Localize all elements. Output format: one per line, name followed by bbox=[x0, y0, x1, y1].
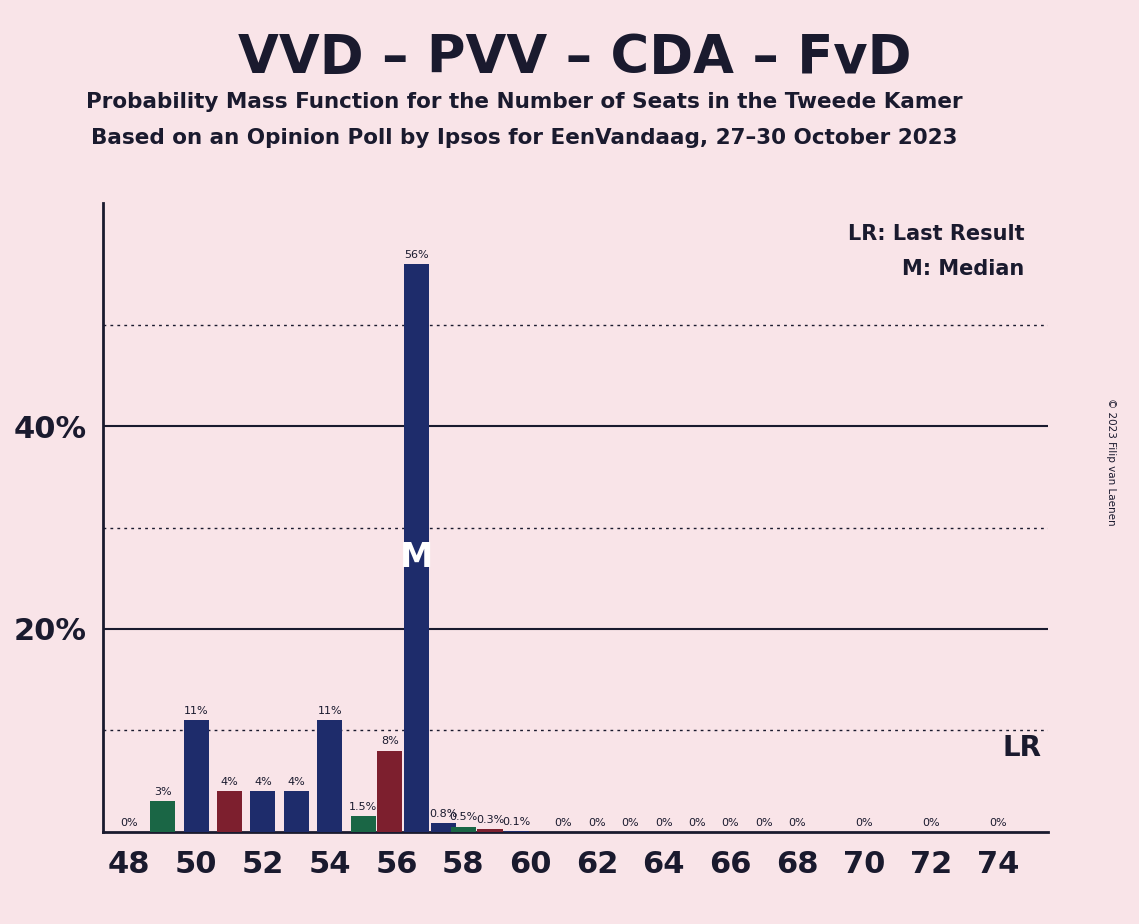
Bar bbox=[251, 791, 276, 832]
Bar bbox=[377, 750, 402, 832]
Text: 3%: 3% bbox=[154, 787, 172, 797]
Text: 0%: 0% bbox=[555, 818, 572, 828]
Text: 4%: 4% bbox=[287, 777, 305, 787]
Text: 1.5%: 1.5% bbox=[349, 802, 377, 812]
Text: 0%: 0% bbox=[588, 818, 606, 828]
Text: 0%: 0% bbox=[655, 818, 672, 828]
Text: 8%: 8% bbox=[380, 736, 399, 747]
Bar bbox=[150, 801, 175, 832]
Text: 0%: 0% bbox=[722, 818, 739, 828]
Text: 0%: 0% bbox=[989, 818, 1007, 828]
Text: 0%: 0% bbox=[688, 818, 706, 828]
Bar bbox=[183, 720, 208, 832]
Bar bbox=[431, 823, 456, 832]
Text: M: Median: M: Median bbox=[902, 259, 1024, 279]
Text: Based on an Opinion Poll by Ipsos for EenVandaag, 27–30 October 2023: Based on an Opinion Poll by Ipsos for Ee… bbox=[91, 128, 957, 148]
Text: Probability Mass Function for the Number of Seats in the Tweede Kamer: Probability Mass Function for the Number… bbox=[85, 92, 962, 113]
Text: 0%: 0% bbox=[788, 818, 806, 828]
Bar bbox=[505, 831, 530, 832]
Text: 0%: 0% bbox=[923, 818, 940, 828]
Text: LR: LR bbox=[1002, 735, 1041, 762]
Text: M: M bbox=[400, 541, 433, 575]
Text: 11%: 11% bbox=[183, 706, 208, 716]
Bar bbox=[404, 264, 429, 832]
Text: 56%: 56% bbox=[404, 250, 428, 260]
Bar bbox=[451, 827, 476, 832]
Text: © 2023 Filip van Laenen: © 2023 Filip van Laenen bbox=[1106, 398, 1115, 526]
Text: 0.5%: 0.5% bbox=[449, 812, 477, 822]
Bar bbox=[317, 720, 342, 832]
Bar bbox=[216, 791, 241, 832]
Text: 0%: 0% bbox=[755, 818, 772, 828]
Text: 0.1%: 0.1% bbox=[502, 817, 531, 827]
Text: VVD – PVV – CDA – FvD: VVD – PVV – CDA – FvD bbox=[238, 32, 912, 84]
Text: 0.3%: 0.3% bbox=[476, 815, 505, 824]
Text: 0%: 0% bbox=[121, 818, 138, 828]
Text: 0.8%: 0.8% bbox=[429, 809, 458, 820]
Bar bbox=[477, 829, 502, 832]
Text: 4%: 4% bbox=[254, 777, 272, 787]
Text: 4%: 4% bbox=[221, 777, 238, 787]
Text: 11%: 11% bbox=[318, 706, 342, 716]
Bar bbox=[351, 817, 376, 832]
Text: 0%: 0% bbox=[622, 818, 639, 828]
Text: LR: Last Result: LR: Last Result bbox=[847, 224, 1024, 244]
Bar bbox=[284, 791, 309, 832]
Text: 0%: 0% bbox=[855, 818, 872, 828]
